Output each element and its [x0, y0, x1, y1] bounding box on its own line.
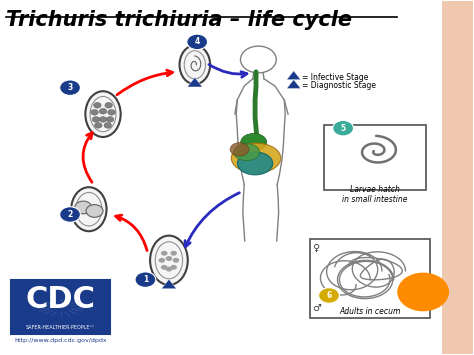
Text: ♂: ♂ — [312, 303, 321, 313]
Text: = Infective Stage: = Infective Stage — [302, 73, 369, 82]
FancyBboxPatch shape — [442, 1, 473, 354]
Circle shape — [397, 273, 449, 311]
Circle shape — [104, 122, 111, 128]
Ellipse shape — [230, 143, 249, 156]
Circle shape — [170, 251, 177, 256]
Circle shape — [86, 204, 103, 217]
Circle shape — [173, 258, 179, 263]
Text: Trichuris trichiuria – life cycle: Trichuris trichiuria – life cycle — [7, 10, 353, 30]
Text: Larvae hatch
in small intestine: Larvae hatch in small intestine — [342, 185, 408, 204]
Text: 4: 4 — [194, 37, 200, 47]
Text: SAFER·HEALTHIER·PEOPLE™: SAFER·HEALTHIER·PEOPLE™ — [26, 326, 95, 331]
Circle shape — [106, 116, 114, 122]
Circle shape — [165, 256, 172, 261]
Circle shape — [93, 103, 101, 108]
Circle shape — [187, 34, 208, 50]
Circle shape — [99, 109, 107, 114]
Circle shape — [105, 103, 112, 108]
Text: Adults in cecum: Adults in cecum — [339, 307, 401, 316]
Text: http://www.dpd.cdc.gov/dpdx: http://www.dpd.cdc.gov/dpdx — [14, 338, 107, 343]
Text: 2: 2 — [67, 210, 73, 219]
Ellipse shape — [231, 143, 281, 173]
Circle shape — [92, 116, 100, 122]
Circle shape — [60, 80, 81, 95]
Ellipse shape — [234, 144, 260, 160]
Text: 1: 1 — [143, 275, 148, 284]
Circle shape — [108, 110, 115, 115]
FancyBboxPatch shape — [11, 280, 110, 334]
FancyBboxPatch shape — [324, 125, 426, 190]
Ellipse shape — [180, 45, 210, 84]
Circle shape — [94, 122, 102, 128]
Circle shape — [159, 258, 165, 263]
Circle shape — [99, 116, 107, 122]
Circle shape — [161, 251, 167, 256]
Circle shape — [333, 120, 354, 136]
Text: 6: 6 — [327, 291, 332, 300]
Ellipse shape — [85, 91, 121, 137]
Text: 3: 3 — [67, 83, 73, 92]
Ellipse shape — [237, 152, 273, 175]
Circle shape — [60, 207, 81, 222]
Ellipse shape — [241, 133, 266, 151]
Text: 5: 5 — [341, 124, 346, 133]
Polygon shape — [187, 77, 202, 87]
Circle shape — [170, 265, 177, 270]
Circle shape — [75, 201, 91, 214]
Ellipse shape — [71, 187, 107, 231]
Circle shape — [135, 272, 156, 288]
Text: CDC: CDC — [26, 285, 96, 314]
Text: = Diagnostic Stage: = Diagnostic Stage — [302, 81, 376, 91]
Polygon shape — [287, 80, 301, 88]
Polygon shape — [287, 71, 301, 80]
Circle shape — [91, 110, 98, 115]
Circle shape — [319, 288, 339, 303]
Text: ♀: ♀ — [312, 243, 319, 253]
Circle shape — [161, 265, 167, 270]
FancyBboxPatch shape — [310, 239, 430, 318]
Polygon shape — [161, 279, 176, 289]
Ellipse shape — [150, 236, 188, 285]
Circle shape — [165, 267, 172, 272]
